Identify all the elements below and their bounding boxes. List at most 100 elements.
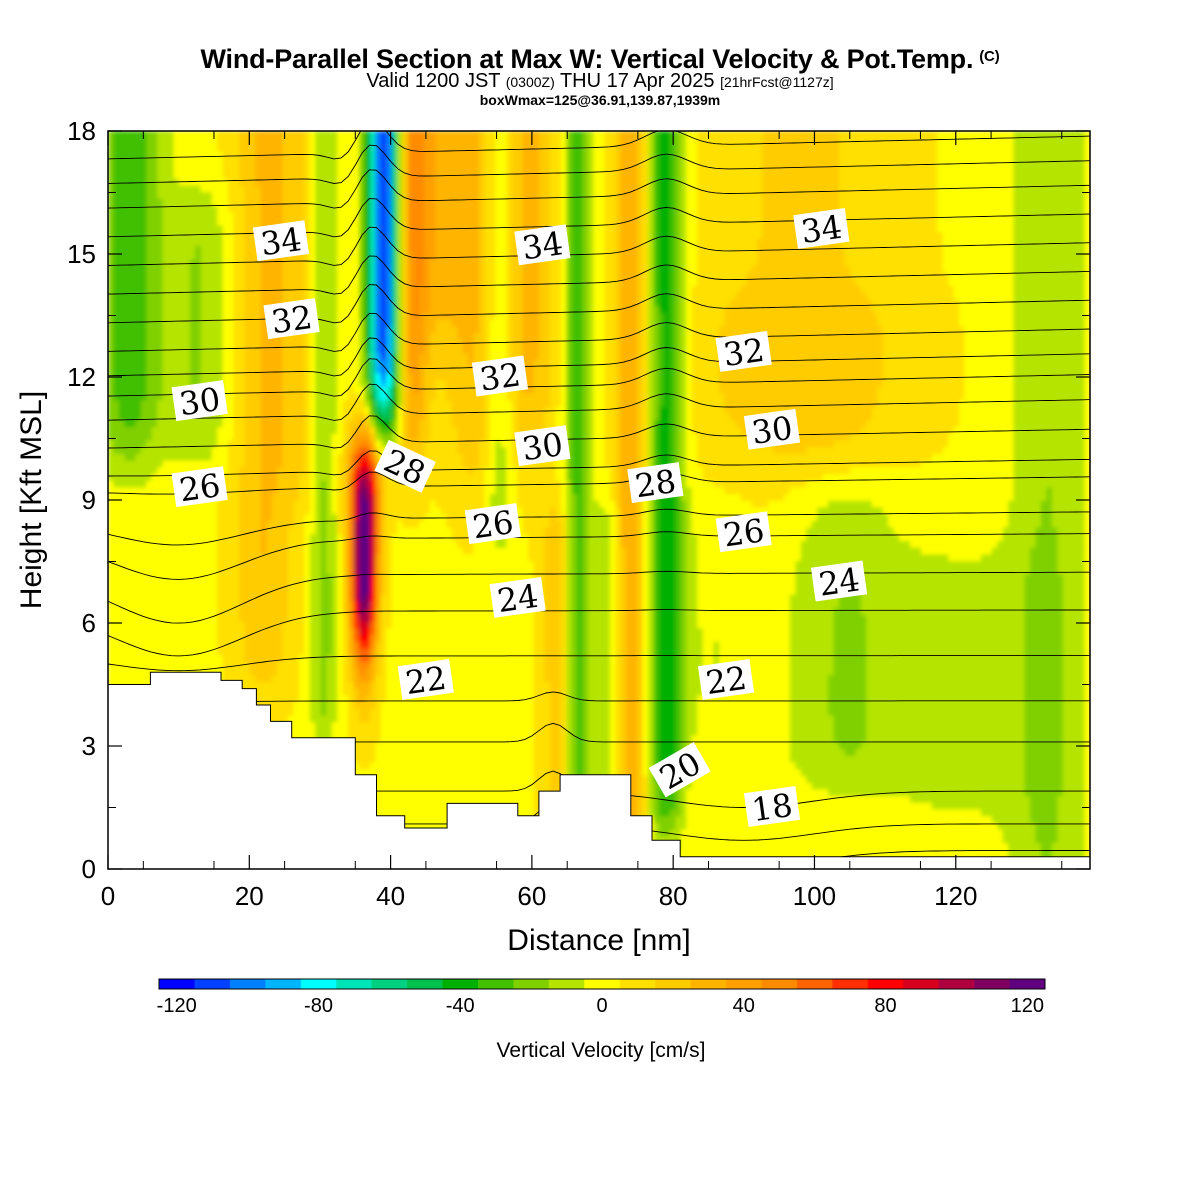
w-cell xyxy=(380,359,388,367)
w-cell xyxy=(549,754,562,763)
w-cell xyxy=(588,493,595,501)
w-cell xyxy=(675,526,682,535)
w-cell xyxy=(659,822,677,830)
w-cell xyxy=(260,506,273,515)
w-cell xyxy=(200,278,224,287)
w-cell xyxy=(108,271,115,280)
w-cell xyxy=(282,459,306,468)
w-cell xyxy=(828,687,868,696)
w-cell xyxy=(506,191,513,199)
w-cell xyxy=(1084,567,1090,575)
w-cell xyxy=(424,325,437,334)
w-cell xyxy=(686,795,911,803)
w-cell xyxy=(609,654,617,662)
w-cell xyxy=(282,419,306,427)
w-cell xyxy=(669,419,677,427)
w-cell xyxy=(844,258,944,266)
w-cell xyxy=(315,479,322,488)
w-cell xyxy=(522,204,540,213)
w-cell xyxy=(642,426,649,434)
w-cell xyxy=(789,620,835,629)
w-cell xyxy=(609,627,617,635)
w-cell xyxy=(375,292,382,300)
w-cell xyxy=(315,506,322,515)
w-cell xyxy=(304,459,311,468)
w-cell xyxy=(544,540,562,548)
w-cell xyxy=(380,292,388,300)
w-cell xyxy=(789,701,829,709)
w-cell xyxy=(659,567,677,575)
w-cell xyxy=(686,157,698,166)
w-cell xyxy=(593,426,606,434)
w-cell xyxy=(391,171,398,179)
w-cell xyxy=(642,667,649,676)
w-cell xyxy=(675,204,682,213)
w-cell xyxy=(157,184,202,193)
w-cell xyxy=(217,614,240,622)
w-cell xyxy=(195,251,202,260)
w-cell xyxy=(615,761,622,770)
w-cell xyxy=(304,547,311,555)
w-cell xyxy=(380,667,388,676)
w-cell xyxy=(228,198,246,206)
w-cell xyxy=(948,439,1015,448)
w-cell xyxy=(364,271,371,280)
w-cell xyxy=(669,426,677,434)
w-cell xyxy=(648,292,655,300)
w-cell xyxy=(539,265,551,273)
w-cell xyxy=(402,238,409,246)
w-cell xyxy=(871,412,960,421)
w-cell xyxy=(337,345,360,354)
w-cell xyxy=(337,580,344,588)
w-cell xyxy=(522,292,540,300)
w-cell xyxy=(353,741,377,749)
w-cell xyxy=(533,567,546,575)
w-cell xyxy=(659,446,671,454)
w-cell xyxy=(588,171,595,179)
w-cell xyxy=(669,392,677,401)
w-cell xyxy=(1051,493,1086,501)
w-cell xyxy=(1057,815,1086,823)
w-cell xyxy=(397,265,404,273)
w-cell xyxy=(326,547,338,555)
w-cell xyxy=(675,822,688,830)
w-cell xyxy=(653,251,660,260)
w-cell xyxy=(697,446,775,454)
w-cell xyxy=(309,500,317,508)
w-cell xyxy=(282,446,306,454)
w-cell xyxy=(244,620,284,629)
w-cell xyxy=(315,372,338,380)
w-cell xyxy=(669,245,677,253)
w-cell xyxy=(260,298,284,307)
w-cell xyxy=(113,292,147,300)
w-cell xyxy=(659,580,677,588)
w-cell xyxy=(620,533,638,541)
w-cell xyxy=(713,640,720,649)
w-cell xyxy=(659,231,671,240)
w-cell xyxy=(637,547,644,555)
w-cell xyxy=(495,312,507,320)
w-cell xyxy=(522,506,551,515)
w-cell xyxy=(380,439,388,448)
w-cell xyxy=(648,640,655,649)
w-cell xyxy=(342,567,349,575)
w-cell xyxy=(653,573,660,582)
w-cell xyxy=(588,251,595,260)
w-cell xyxy=(298,667,311,676)
w-cell xyxy=(304,587,311,595)
w-cell xyxy=(489,432,513,441)
w-cell xyxy=(877,392,966,401)
w-cell xyxy=(451,412,486,421)
w-cell xyxy=(380,486,388,495)
w-cell xyxy=(648,359,655,367)
w-cell xyxy=(140,399,158,407)
w-cell xyxy=(304,164,311,172)
w-cell xyxy=(560,325,568,334)
w-cell xyxy=(620,265,638,273)
w-cell xyxy=(920,547,993,555)
w-cell xyxy=(435,251,480,260)
w-cell xyxy=(108,325,115,334)
w-cell xyxy=(1062,687,1086,696)
w-cell xyxy=(615,372,622,380)
w-cell xyxy=(402,178,409,186)
